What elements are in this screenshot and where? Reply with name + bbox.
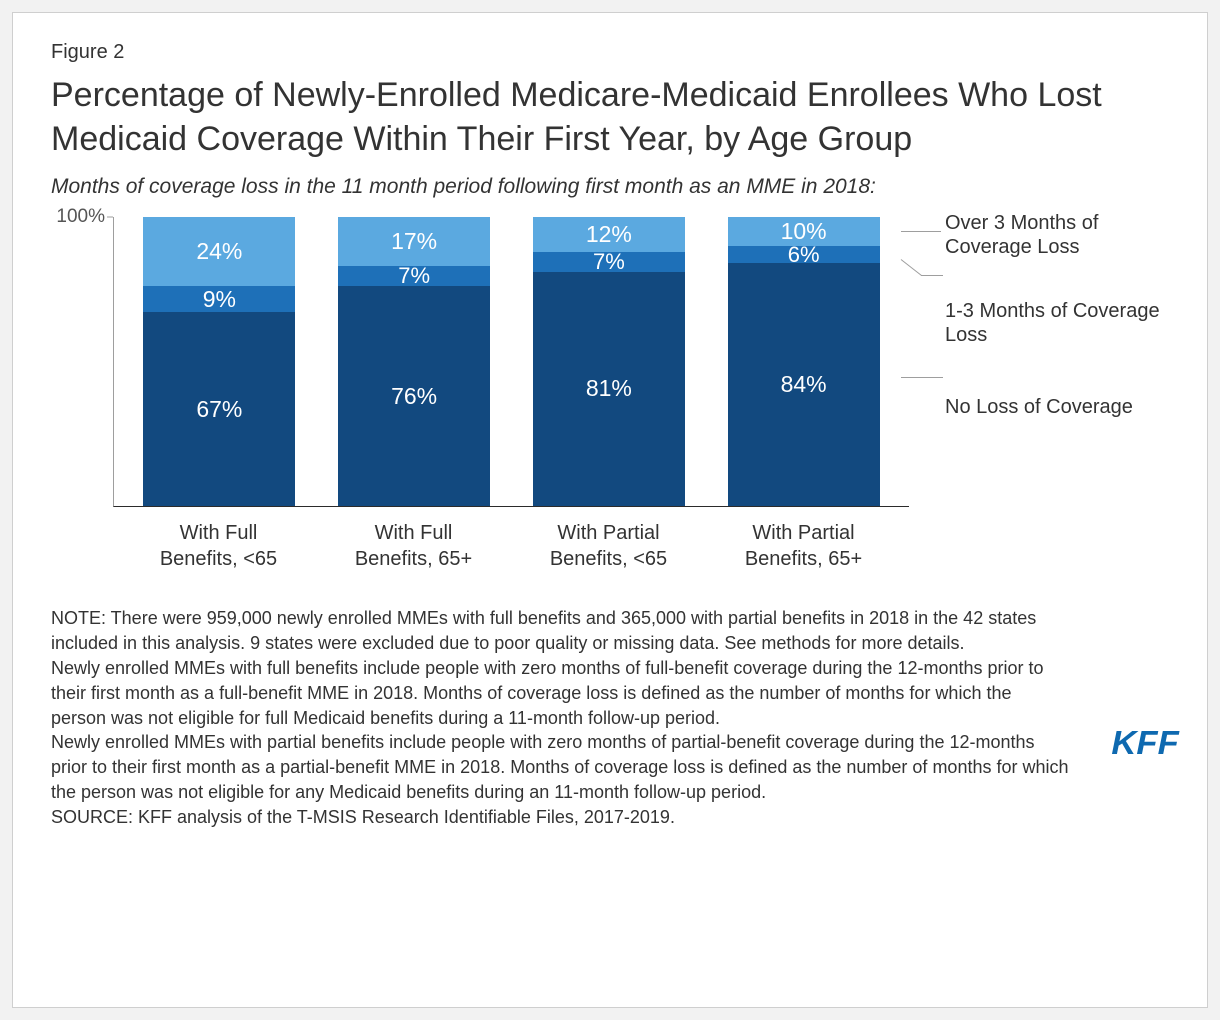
legend-label-1-3: 1-3 Months of Coverage Loss [945, 299, 1175, 347]
legend-connector-line [901, 231, 941, 232]
stacked-bar: 67%9%24% [143, 217, 295, 506]
bar-segment: 12% [533, 217, 685, 252]
bar-column: 81%7%12% [531, 217, 687, 506]
bar-column: 67%9%24% [141, 217, 297, 506]
kff-logo: KFF [1111, 724, 1178, 762]
bar-segment: 9% [143, 286, 295, 312]
note-paragraph: Newly enrolled MMEs with partial benefit… [51, 730, 1071, 804]
y-axis: 100% [51, 217, 113, 507]
legend-label-no-loss: No Loss of Coverage [945, 395, 1165, 419]
stacked-bar: 76%7%17% [338, 217, 490, 506]
x-axis-labels: With FullBenefits, <65 With FullBenefits,… [113, 513, 909, 572]
note-source: SOURCE: KFF analysis of the T-MSIS Resea… [51, 805, 1071, 830]
chart-notes: NOTE: There were 959,000 newly enrolled … [51, 606, 1071, 829]
figure-card: Figure 2 Percentage of Newly-Enrolled Me… [12, 12, 1208, 1008]
x-axis-label: With PartialBenefits, <65 [531, 521, 687, 572]
bar-segment: 7% [338, 266, 490, 286]
bar-segment: 6% [728, 246, 880, 263]
chart-title: Percentage of Newly-Enrolled Medicare-Me… [51, 74, 1169, 161]
y-axis-tick-label: 100% [56, 206, 105, 228]
x-axis-label: With PartialBenefits, 65+ [726, 521, 882, 572]
bar-segment: 7% [533, 252, 685, 272]
figure-label: Figure 2 [51, 41, 1169, 64]
bar-segment: 24% [143, 217, 295, 286]
x-axis-label: With FullBenefits, 65+ [336, 521, 492, 572]
legend-connector-line [921, 275, 943, 276]
bar-segment: 84% [728, 263, 880, 506]
bar-column: 84%6%10% [726, 217, 882, 506]
bar-segment: 81% [533, 272, 685, 506]
legend-connector-line [901, 377, 943, 378]
legend-label-over-3: Over 3 Months of Coverage Loss [945, 211, 1165, 259]
stacked-bar: 81%7%12% [533, 217, 685, 506]
bar-column: 76%7%17% [336, 217, 492, 506]
note-paragraph: Newly enrolled MMEs with full benefits i… [51, 656, 1071, 730]
bar-segment: 10% [728, 217, 880, 246]
legend-area: Over 3 Months of Coverage Loss 1-3 Month… [909, 217, 1169, 507]
bar-segment: 67% [143, 312, 295, 506]
chart-subtitle: Months of coverage loss in the 11 month … [51, 175, 1169, 199]
chart-area: 100% 67%9%24%76%7%17%81%7%12%84%6%10% Ov… [51, 217, 1169, 507]
plot-area: 67%9%24%76%7%17%81%7%12%84%6%10% [113, 217, 909, 507]
x-axis-label: With FullBenefits, <65 [141, 521, 297, 572]
note-paragraph: NOTE: There were 959,000 newly enrolled … [51, 606, 1071, 656]
stacked-bar: 84%6%10% [728, 217, 880, 506]
bar-segment: 76% [338, 286, 490, 506]
bar-segment: 17% [338, 217, 490, 266]
